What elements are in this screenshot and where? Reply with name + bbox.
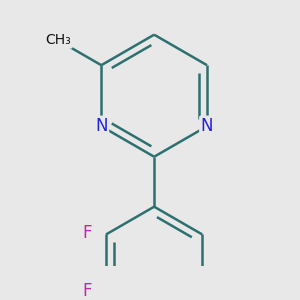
Text: N: N [95, 117, 108, 135]
Text: F: F [82, 282, 92, 300]
Text: CH₃: CH₃ [46, 33, 71, 47]
Text: N: N [201, 117, 213, 135]
Text: F: F [82, 224, 92, 242]
